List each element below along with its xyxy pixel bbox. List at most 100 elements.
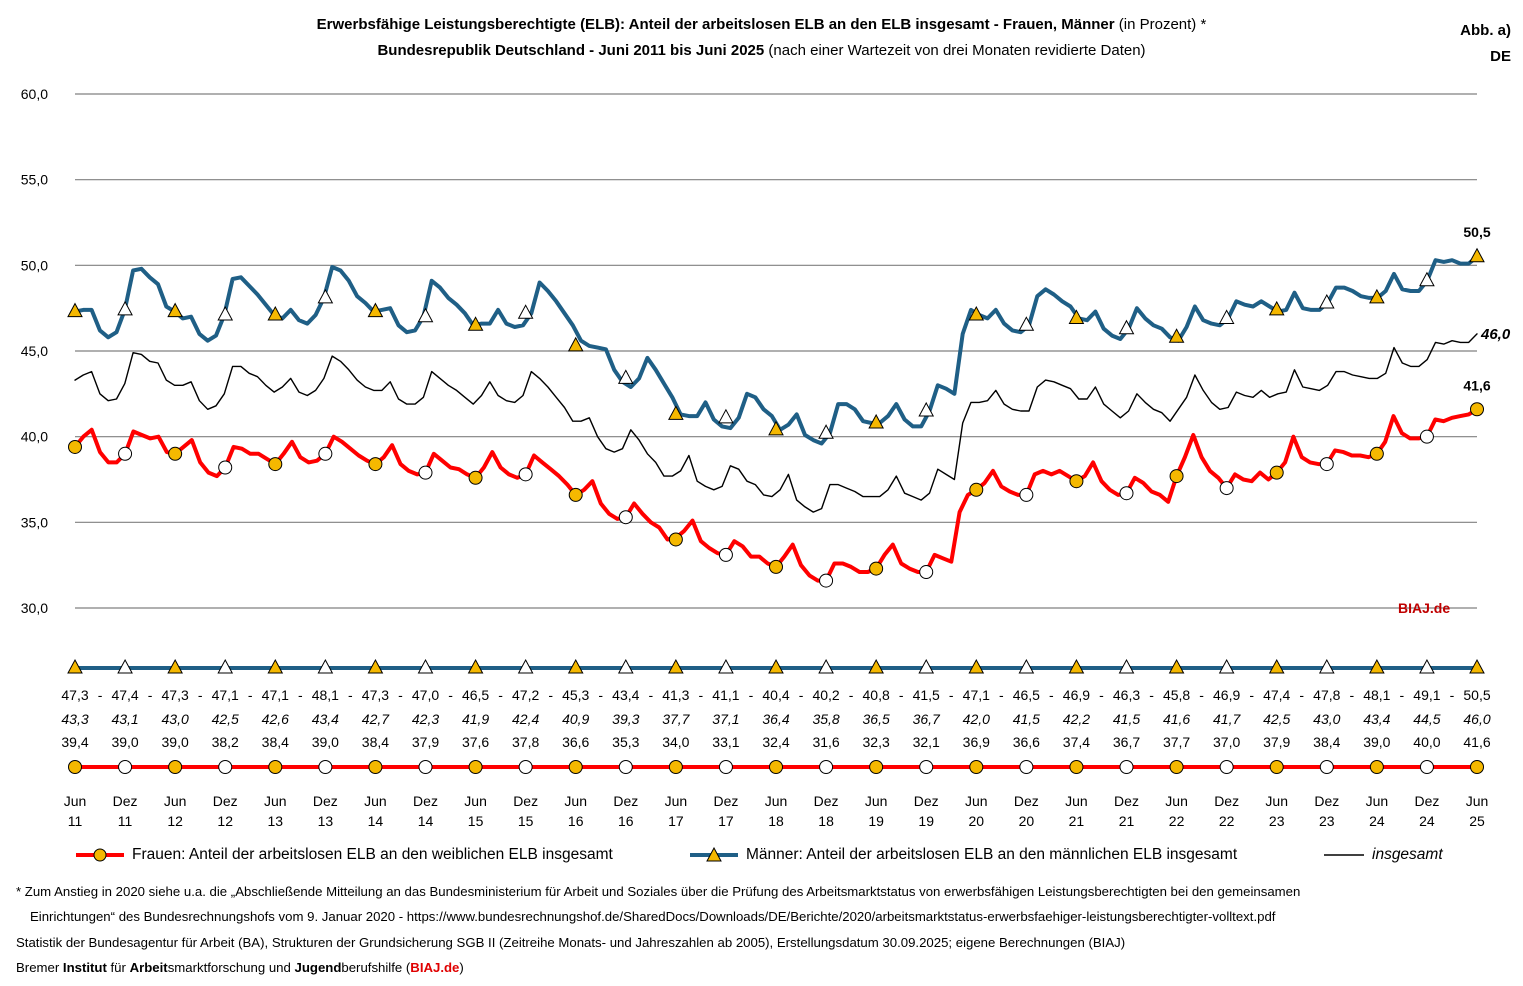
x-tick-year: 23	[1319, 813, 1335, 829]
y-tick-label: 40,0	[21, 429, 48, 445]
frauen-track-marker	[568, 760, 583, 774]
legend-frauen: Frauen: Anteil der arbeitslosen ELB an d…	[74, 846, 613, 864]
insgesamt-value: 41,5	[1113, 711, 1140, 727]
frauen-value: 41,6	[1463, 734, 1490, 750]
frauen-point	[769, 559, 783, 574]
frauen-track-marker	[1169, 760, 1184, 774]
frauen-track-marker	[1119, 760, 1134, 774]
end-label-insgesamt: 46,0	[1480, 326, 1511, 343]
x-tick-year: 16	[618, 813, 634, 829]
frauen-track-marker	[718, 760, 733, 774]
insgesamt-value: 41,9	[462, 711, 489, 727]
frauen-value: 36,6	[562, 734, 589, 750]
maenner-track-marker	[167, 658, 183, 674]
maenner-track-marker	[968, 658, 985, 674]
x-tick-month: Jun	[1265, 793, 1288, 809]
frauen-point	[568, 487, 583, 502]
x-tick-month: Jun	[865, 793, 888, 809]
legend-maenner-label: Männer: Anteil der arbeitslosen ELB an d…	[746, 846, 1238, 863]
value-separator: -	[749, 687, 754, 703]
frauen-track-marker	[1219, 760, 1234, 774]
frauen-track-marker	[318, 760, 333, 774]
frauen-point	[168, 446, 183, 461]
frauen-track-marker	[1369, 760, 1384, 774]
frauen-point	[1269, 465, 1284, 480]
value-separator: -	[699, 687, 704, 703]
x-tick-year: 21	[1119, 813, 1135, 829]
frauen-value: 31,6	[812, 734, 839, 750]
insgesamt-value: 41,7	[1213, 711, 1241, 727]
frauen-point	[1470, 402, 1484, 417]
insgesamt-value: 39,3	[612, 711, 639, 727]
maenner-point	[1018, 316, 1035, 331]
maenner-point	[617, 369, 634, 384]
frauen-value: 37,9	[412, 734, 439, 750]
frauen-track-marker	[218, 760, 233, 774]
x-tick-year: 19	[918, 813, 934, 829]
x-tick-month: Dez	[513, 793, 538, 809]
maenner-value: 47,3	[162, 687, 189, 703]
frauen-value: 36,7	[1113, 734, 1140, 750]
maenner-track-marker	[367, 658, 384, 674]
insgesamt-value: 37,1	[712, 711, 739, 727]
x-tick-year: 25	[1469, 813, 1485, 829]
frauen-track-marker	[1269, 760, 1284, 774]
maenner-point	[167, 302, 183, 318]
maenner-track-marker	[117, 658, 133, 674]
maenner-point	[267, 305, 284, 321]
value-separator: -	[98, 687, 103, 703]
frauen-point	[1319, 457, 1334, 472]
value-separator: -	[648, 687, 653, 703]
frauen-track-marker	[1419, 760, 1434, 774]
x-tick-year: 17	[718, 813, 734, 829]
maenner-point	[968, 305, 985, 321]
maenner-value: 47,2	[512, 687, 539, 703]
frauen-value: 37,4	[1063, 734, 1090, 750]
maenner-track-marker	[1068, 658, 1085, 674]
insgesamt-value: 40,9	[562, 711, 589, 727]
frauen-point	[518, 467, 533, 482]
frauen-value: 38,4	[362, 734, 389, 750]
insgesamt-value: 43,0	[1313, 711, 1340, 727]
maenner-track-marker	[1469, 658, 1485, 674]
x-tick-month: Jun	[1065, 793, 1088, 809]
x-tick-month: Jun	[665, 793, 688, 809]
maenner-track-marker	[567, 658, 584, 674]
x-tick-month: Dez	[413, 793, 438, 809]
maenner-point	[567, 336, 584, 352]
frauen-track-marker	[418, 760, 433, 774]
maenner-point	[1419, 271, 1435, 287]
maenner-point	[868, 413, 884, 429]
frauen-point	[118, 446, 133, 461]
frauen-value: 32,1	[913, 734, 940, 750]
maenner-track-marker	[768, 658, 784, 674]
x-tick-month: Jun	[1466, 793, 1489, 809]
maenner-track-marker	[467, 658, 484, 674]
maenner-track-marker	[617, 658, 634, 674]
maenner-value: 49,1	[1413, 687, 1440, 703]
x-tick-year: 11	[118, 813, 133, 829]
x-tick-year: 18	[818, 813, 834, 829]
frauen-value: 39,4	[61, 734, 88, 750]
frauen-point	[268, 457, 283, 472]
x-tick-year: 18	[768, 813, 784, 829]
frauen-point	[1369, 446, 1384, 461]
insgesamt-value: 42,2	[1063, 711, 1090, 727]
maenner-value: 47,3	[61, 687, 88, 703]
insgesamt-value: 36,4	[762, 711, 789, 727]
x-tick-month: Jun	[364, 793, 387, 809]
value-separator: -	[949, 687, 954, 703]
frauen-value: 39,0	[312, 734, 339, 750]
frauen-point	[618, 510, 633, 525]
maenner-point	[367, 302, 384, 318]
maenner-value: 46,5	[1013, 687, 1040, 703]
frauen-value: 39,0	[111, 734, 138, 750]
value-separator: -	[598, 687, 603, 703]
value-separator: -	[1049, 687, 1054, 703]
frauen-value: 35,3	[612, 734, 639, 750]
maenner-point	[1118, 319, 1135, 335]
frauen-value: 37,6	[462, 734, 489, 750]
maenner-point	[768, 420, 784, 436]
y-tick-label: 45,0	[21, 343, 48, 359]
maenner-value: 47,8	[1313, 687, 1340, 703]
